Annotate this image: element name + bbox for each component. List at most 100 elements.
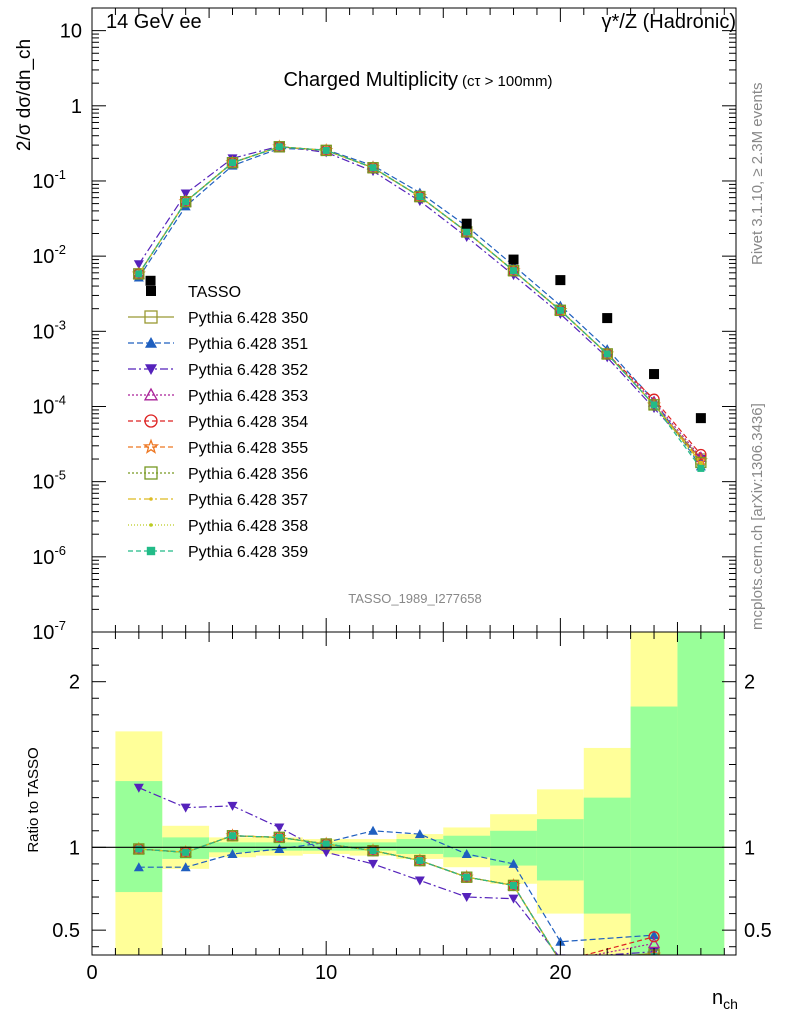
data-point <box>369 164 377 172</box>
y-tick-label: 10-1 <box>32 167 66 193</box>
ratio-point <box>368 859 379 869</box>
ratio-y-tick-label: 2 <box>69 672 80 694</box>
y-tick-label: 10-6 <box>32 543 66 569</box>
y-tick-label: 10-5 <box>32 468 66 494</box>
ratio-y-tick-label-right: 2 <box>744 672 755 694</box>
data-point <box>603 350 611 358</box>
ratio-point <box>180 862 191 872</box>
data-point <box>416 193 424 201</box>
x-axis-label: nch <box>712 987 738 1012</box>
main-axes: 10-7 10-6 10-5 10-4 10-3 10-2 10-1 1 10 <box>32 7 737 644</box>
data-point <box>182 198 190 206</box>
ratio-line-9 <box>138 835 558 955</box>
data-point <box>226 157 239 169</box>
ratio-point <box>463 873 471 881</box>
data-point <box>650 401 658 409</box>
y-tick-label: 1 <box>71 96 82 118</box>
data-point <box>414 190 426 203</box>
tasso-data-point <box>508 254 519 265</box>
tasso-data-point <box>145 275 156 286</box>
ratio-point <box>274 823 285 833</box>
ratio-panel <box>115 632 725 955</box>
ratio-point <box>321 848 332 858</box>
tasso-data-point <box>461 218 472 229</box>
chart-title: Charged Multiplicity <box>283 69 458 91</box>
legend-marker <box>146 286 156 296</box>
ratio-axes: 0.5 0.51 12 20 10 20 <box>52 631 772 984</box>
ratio-point <box>368 825 379 835</box>
ratio-point <box>508 894 519 904</box>
legend-label: Pythia 6.428 353 <box>188 388 308 405</box>
legend-marker <box>144 414 158 428</box>
analysis-tag: TASSO_1989_I277658 <box>348 591 481 606</box>
legend-label: Pythia 6.428 351 <box>188 336 308 353</box>
y-tick-label: 10-2 <box>32 242 66 268</box>
ratio-point <box>461 893 472 903</box>
ratio-point <box>369 847 377 855</box>
ratio-y-label: Ratio to TASSO <box>25 747 42 852</box>
ratio-point <box>227 801 238 811</box>
ratio-point <box>510 881 518 889</box>
y-tick-label: 10-3 <box>32 317 66 343</box>
ratio-point <box>414 829 425 839</box>
legend-label: Pythia 6.428 354 <box>188 414 308 431</box>
data-point <box>695 448 707 461</box>
ratio-point <box>229 832 237 840</box>
ratio-point <box>648 931 660 943</box>
data-point <box>322 146 330 154</box>
legend-label: Pythia 6.428 352 <box>188 362 308 379</box>
ratio-point <box>133 862 144 872</box>
data-point <box>133 268 145 280</box>
ratio-y-tick-label: 1 <box>69 837 80 859</box>
ratio-y-tick-label: 0.5 <box>52 920 80 942</box>
ratio-point <box>508 858 519 868</box>
ratio-point <box>367 844 379 857</box>
legend-label: Pythia 6.428 355 <box>188 440 308 457</box>
x-tick-label: 10 <box>315 962 337 984</box>
data-point <box>320 144 332 157</box>
ratio-point <box>416 857 424 865</box>
legend-marker <box>144 310 158 324</box>
ratio-point <box>646 947 662 955</box>
main-series-group <box>131 139 708 472</box>
data-point <box>554 304 567 317</box>
data-point <box>367 162 379 174</box>
y-tick-label: 10 <box>60 21 82 43</box>
ratio-series-group <box>131 783 662 955</box>
legend-label: Pythia 6.428 359 <box>188 544 308 561</box>
legend-label: TASSO <box>188 284 241 301</box>
uncertainty-band-green <box>583 797 631 914</box>
ratio-point <box>227 848 238 858</box>
tasso-data-point <box>555 275 566 286</box>
tasso-data-point <box>695 413 706 424</box>
data-point <box>229 159 237 167</box>
ratio-y-tick-label-right: 0.5 <box>744 920 772 942</box>
uncertainty-band-green <box>536 819 584 881</box>
data-point <box>275 143 283 151</box>
ratio-point <box>461 848 472 858</box>
x-tick-label: 0 <box>86 962 97 984</box>
ratio-point <box>461 871 473 883</box>
data-point <box>697 464 705 472</box>
ratio-point <box>414 854 426 867</box>
legend-label: Pythia 6.428 356 <box>188 466 308 483</box>
ratio-point <box>274 843 285 853</box>
data-point <box>507 265 520 277</box>
process-label: γ*/Z (Hadronic) <box>602 11 736 33</box>
mcplots-note: mcplots.cern.ch [arXiv:1306.3436] <box>749 403 766 630</box>
legend-marker <box>146 546 156 556</box>
tasso-data-point <box>649 369 660 380</box>
ratio-point <box>320 838 332 850</box>
energy-label: 14 GeV ee <box>106 11 202 33</box>
ratio-point <box>322 840 330 848</box>
legend-marker <box>149 523 153 527</box>
data-point <box>133 260 144 270</box>
legend-marker <box>145 337 157 348</box>
y-tick-label: 10-4 <box>32 392 66 418</box>
ratio-point <box>135 845 143 853</box>
ratio-frame <box>91 631 737 956</box>
uncertainty-band-green <box>630 706 678 955</box>
ratio-line-2 <box>138 787 655 955</box>
data-point <box>180 189 191 199</box>
